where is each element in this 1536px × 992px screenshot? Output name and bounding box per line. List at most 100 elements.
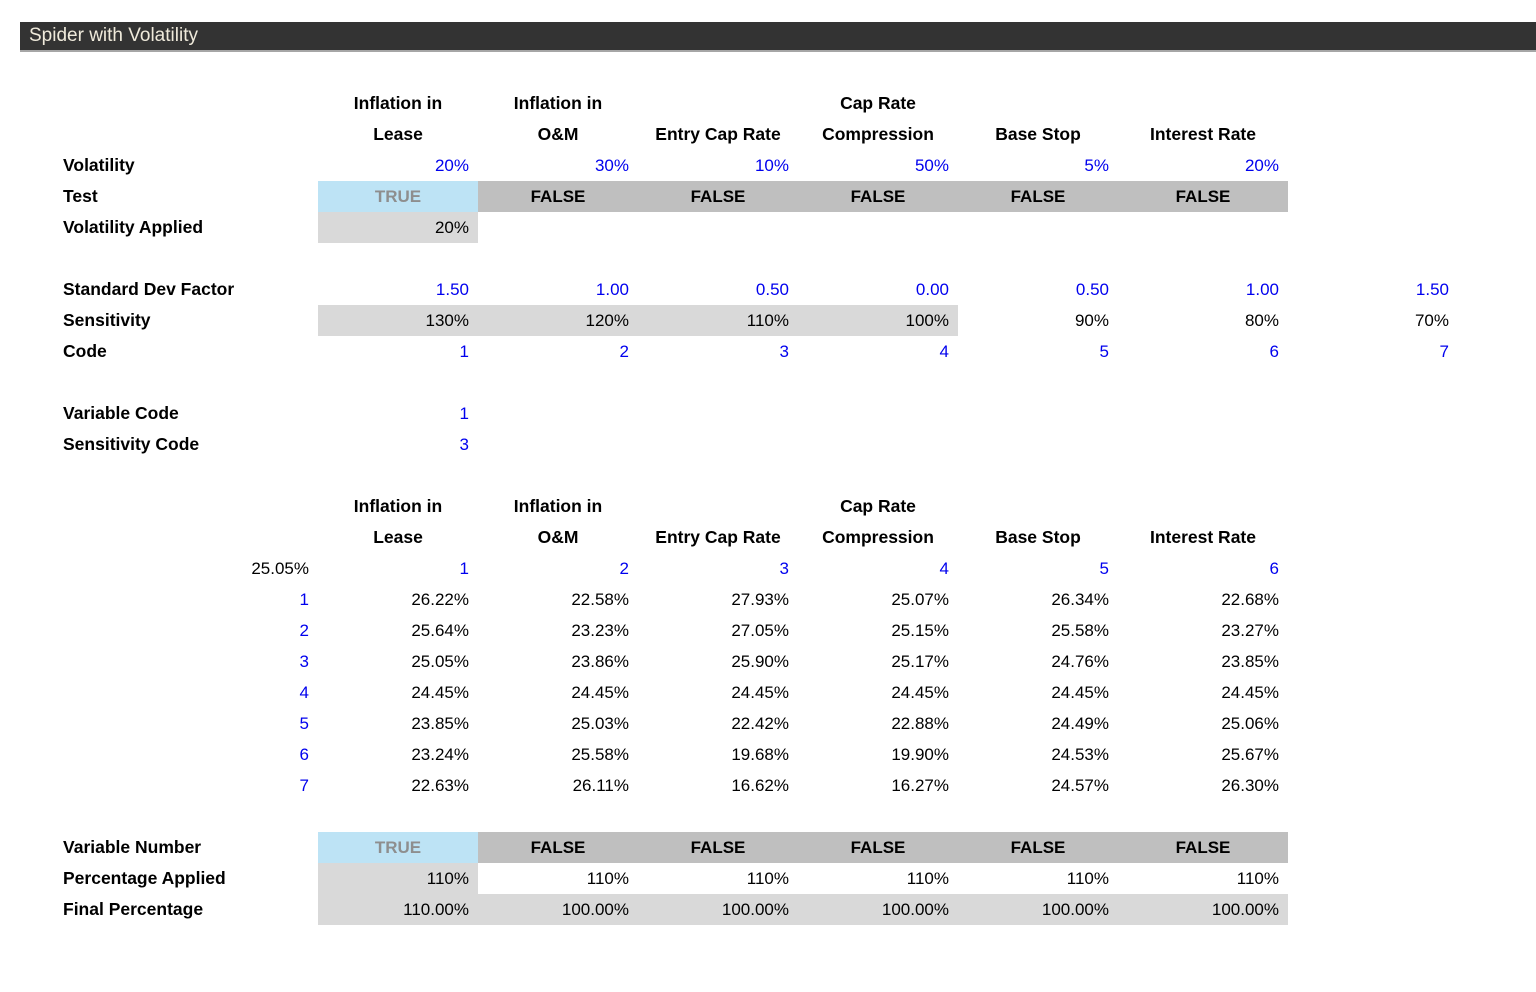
sensitivity-code-cell[interactable]: 3 — [459, 434, 469, 454]
col-code-cell[interactable]: 3 — [779, 558, 789, 578]
variable-number-false-cell[interactable]: FALSE — [958, 832, 1118, 863]
sensitivity-cell[interactable]: 130% — [318, 305, 478, 336]
spider-value-cell[interactable]: 26.11% — [572, 775, 629, 795]
col-code-cell[interactable]: 1 — [459, 558, 469, 578]
final-percentage-cell[interactable]: 100.00% — [1118, 894, 1288, 925]
code-cell[interactable]: 3 — [779, 341, 789, 361]
test-true-cell[interactable]: TRUE — [318, 181, 478, 212]
spider-value-cell[interactable]: 25.64% — [411, 620, 469, 640]
spider-value-cell[interactable]: 23.85% — [1221, 651, 1279, 671]
sensitivity-cell[interactable]: 70% — [1414, 310, 1449, 330]
test-false-cell[interactable]: FALSE — [798, 181, 958, 212]
column-header[interactable]: Inflation in — [513, 93, 603, 113]
volatility-cell[interactable]: 20% — [434, 155, 469, 175]
test-false-cell[interactable]: FALSE — [638, 181, 798, 212]
column-header[interactable] — [638, 88, 798, 119]
code-cell[interactable]: 5 — [1099, 341, 1109, 361]
spider-value-cell[interactable]: 24.49% — [1051, 713, 1109, 733]
row-number-cell[interactable]: 6 — [299, 744, 309, 764]
col-code-cell[interactable]: 6 — [1269, 558, 1279, 578]
spider-value-cell[interactable]: 24.45% — [1221, 682, 1279, 702]
row-label[interactable]: Variable Number — [63, 837, 202, 857]
spider-value-cell[interactable]: 25.15% — [891, 620, 949, 640]
percentage-applied-cell[interactable]: 110% — [1236, 868, 1279, 888]
column-header[interactable]: Base Stop — [995, 124, 1081, 144]
col-code-cell[interactable]: 5 — [1099, 558, 1109, 578]
row-number-cell[interactable]: 1 — [299, 589, 309, 609]
sensitivity-cell[interactable]: 100% — [798, 305, 958, 336]
spider-value-cell[interactable]: 23.24% — [411, 744, 469, 764]
spider-value-cell[interactable]: 24.45% — [411, 682, 469, 702]
spider-value-cell[interactable]: 25.17% — [891, 651, 949, 671]
spider-value-cell[interactable]: 22.88% — [891, 713, 949, 733]
column-header[interactable]: Inflation in — [513, 496, 603, 516]
spider-value-cell[interactable]: 22.63% — [411, 775, 469, 795]
spider-value-cell[interactable]: 23.27% — [1221, 620, 1279, 640]
column-header[interactable]: O&M — [537, 527, 579, 547]
variable-code-cell[interactable]: 1 — [459, 403, 469, 423]
sensitivity-cell[interactable]: 80% — [1244, 310, 1279, 330]
row-number-cell[interactable]: 7 — [299, 775, 309, 795]
column-header[interactable]: Entry Cap Rate — [655, 124, 781, 144]
row-number-cell[interactable]: 2 — [299, 620, 309, 640]
code-cell[interactable]: 1 — [459, 341, 469, 361]
volatility-cell[interactable]: 20% — [1244, 155, 1279, 175]
spider-value-cell[interactable]: 24.45% — [731, 682, 789, 702]
column-header[interactable]: Interest Rate — [1149, 124, 1256, 144]
percentage-applied-cell[interactable]: 110% — [318, 863, 478, 894]
column-header[interactable]: Inflation in — [353, 496, 443, 516]
row-label[interactable]: Variable Code — [63, 403, 179, 423]
percentage-applied-cell[interactable]: 110% — [1066, 868, 1109, 888]
col-code-cell[interactable]: 4 — [939, 558, 949, 578]
spider-value-cell[interactable]: 24.45% — [891, 682, 949, 702]
variable-number-false-cell[interactable]: FALSE — [638, 832, 798, 863]
column-header[interactable]: Compression — [822, 527, 934, 547]
code-cell[interactable]: 2 — [619, 341, 629, 361]
row-label[interactable]: Standard Dev Factor — [63, 279, 235, 299]
spider-value-cell[interactable]: 25.03% — [571, 713, 629, 733]
row-number-cell[interactable]: 4 — [299, 682, 309, 702]
volatility-cell[interactable]: 30% — [594, 155, 629, 175]
base-value-cell[interactable]: 25.05% — [251, 558, 309, 578]
row-number-cell[interactable]: 5 — [299, 713, 309, 733]
final-percentage-cell[interactable]: 100.00% — [478, 894, 638, 925]
sensitivity-cell[interactable]: 90% — [1074, 310, 1109, 330]
spider-value-cell[interactable]: 22.68% — [1221, 589, 1279, 609]
column-header[interactable]: O&M — [537, 124, 579, 144]
std-dev-cell[interactable]: 0.50 — [1075, 279, 1109, 299]
spider-value-cell[interactable]: 23.85% — [411, 713, 469, 733]
std-dev-cell[interactable]: 1.50 — [1415, 279, 1449, 299]
std-dev-cell[interactable]: 1.00 — [595, 279, 629, 299]
column-header[interactable]: Cap Rate — [840, 496, 916, 516]
volatility-cell[interactable]: 5% — [1084, 155, 1109, 175]
spider-value-cell[interactable]: 25.06% — [1221, 713, 1279, 733]
column-header[interactable]: Compression — [822, 124, 934, 144]
std-dev-cell[interactable]: 1.50 — [435, 279, 469, 299]
spider-value-cell[interactable]: 26.30% — [1221, 775, 1279, 795]
spider-value-cell[interactable]: 23.86% — [571, 651, 629, 671]
final-percentage-cell[interactable]: 100.00% — [958, 894, 1118, 925]
variable-number-false-cell[interactable]: FALSE — [1118, 832, 1288, 863]
test-false-cell[interactable]: FALSE — [958, 181, 1118, 212]
spider-value-cell[interactable]: 23.23% — [571, 620, 629, 640]
std-dev-cell[interactable]: 0.50 — [755, 279, 789, 299]
spider-value-cell[interactable]: 25.58% — [571, 744, 629, 764]
spider-value-cell[interactable]: 27.05% — [731, 620, 789, 640]
test-false-cell[interactable]: FALSE — [1118, 181, 1288, 212]
percentage-applied-cell[interactable]: 110% — [586, 868, 629, 888]
volatility-cell[interactable]: 50% — [914, 155, 949, 175]
row-number-cell[interactable]: 3 — [299, 651, 309, 671]
volatility-cell[interactable]: 10% — [754, 155, 789, 175]
spider-value-cell[interactable]: 26.22% — [411, 589, 469, 609]
volatility-applied-cell[interactable]: 20% — [318, 212, 478, 243]
row-label[interactable]: Sensitivity — [63, 310, 151, 330]
percentage-applied-cell[interactable]: 110% — [906, 868, 949, 888]
final-percentage-cell[interactable]: 110.00% — [318, 894, 478, 925]
spider-value-cell[interactable]: 24.53% — [1051, 744, 1109, 764]
column-header[interactable]: Interest Rate — [1149, 527, 1256, 547]
column-header[interactable]: Lease — [373, 527, 423, 547]
variable-number-false-cell[interactable]: FALSE — [798, 832, 958, 863]
spider-value-cell[interactable]: 22.58% — [571, 589, 629, 609]
spider-value-cell[interactable]: 25.07% — [891, 589, 949, 609]
spider-value-cell[interactable]: 19.90% — [891, 744, 949, 764]
